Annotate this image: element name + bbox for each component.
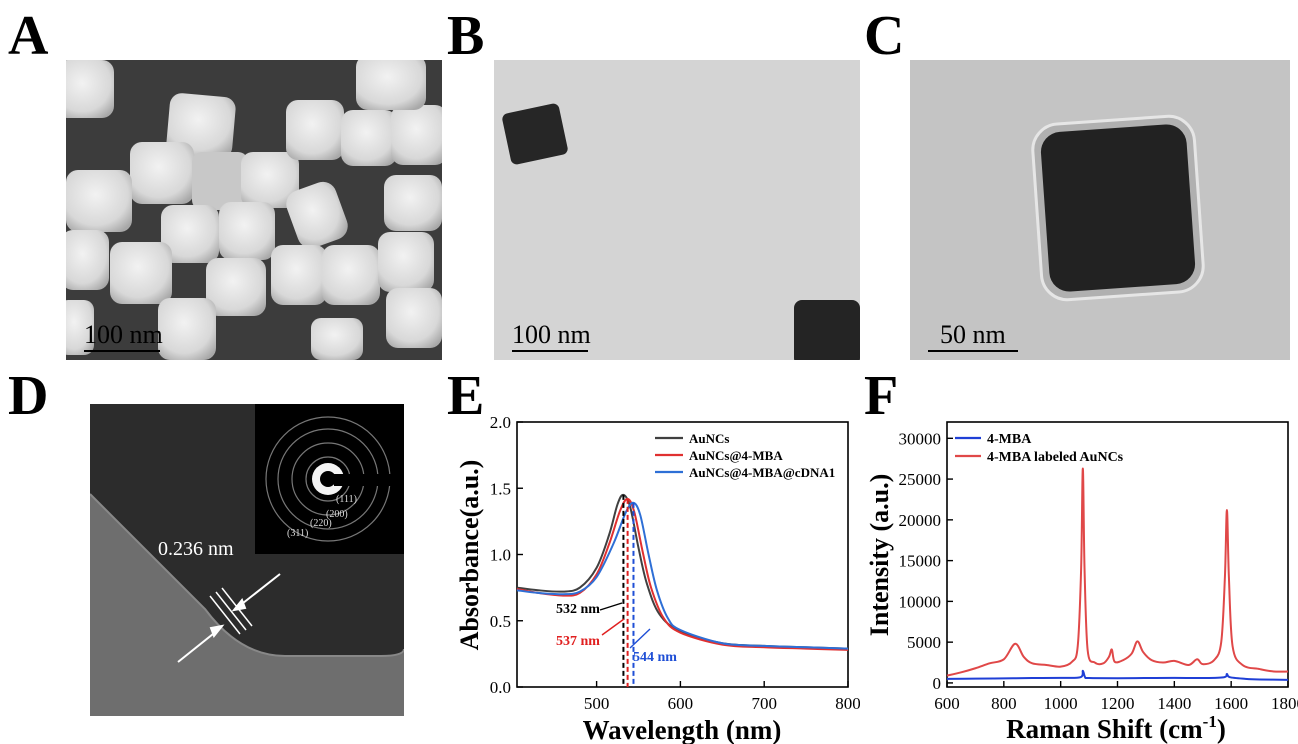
x-tick-label-e: 600 [668,694,694,713]
panel-letter-e: E [447,365,485,427]
x-tick-label-f: 800 [991,694,1017,713]
legend-label-e-2: AuNCs@4-MBA@cDNA1 [689,465,835,480]
x-tick-label-e: 500 [584,694,610,713]
y-tick-label-f: 10000 [899,592,942,611]
series-line-e-0 [516,493,849,650]
uv-vis-chart: 500 600 700 800 0.0 0.5 1.0 1.5 2.0 532 nm 537 nm… [455,413,860,744]
tem-low-mag-picture [494,60,860,360]
y-axis-label-f: Intensity (a.u.) [866,474,894,637]
peak-arrow-537 [601,618,625,636]
x-axis-label-f: Raman Shift (cm-1) [1006,712,1226,744]
panel-letter-d: D [8,365,49,427]
lattice-spacing-label: 0.236 nm [158,538,234,560]
sem-image-a [66,60,442,360]
x-tick-label-f: 1400 [1157,694,1191,713]
series-line-e-1 [516,497,849,651]
scale-bar-label-b: 100 nm [512,320,591,349]
hrtem-picture [90,404,404,716]
scale-bar-b [512,350,588,352]
scale-bar-c [928,350,1018,352]
y-tick-label-f: 20000 [899,511,942,530]
x-tick-label-e: 800 [835,694,860,713]
y-tick-label-e: 1.5 [490,479,511,498]
y-tick-label-f: 25000 [899,470,942,489]
peak-label-537: 537 nm [556,634,600,649]
saed-ring-200: (200) [326,509,348,520]
y-tick-label-e: 0.0 [490,678,511,697]
y-tick-label-f: 15000 [899,552,942,571]
panel-letter-a: A [8,5,49,67]
saed-ring-220: (220) [310,518,332,529]
sem-nanocubes-picture [66,60,442,360]
tem-image-b [494,60,860,360]
tem-image-c [910,60,1290,360]
y-tick-label-f: 30000 [899,429,942,448]
scale-bar-label-a: 100 nm [84,320,163,349]
y-axis-label-e: Absorbance(a.u.) [455,460,484,651]
series-line-e-2 [516,501,849,650]
scale-bar-a [84,350,160,352]
legend-label-e-0: AuNCs [689,431,729,446]
x-tick-label-f: 600 [934,694,960,713]
x-axis-label-e: Wavelength (nm) [583,715,782,744]
x-tick-label-f: 1200 [1101,694,1135,713]
legend-label-f-0: 4-MBA [987,432,1032,447]
peak-arrow-532 [599,602,623,611]
y-tick-label-e: 1.0 [490,546,511,565]
peak-label-532: 532 nm [556,602,600,617]
y-tick-label-f: 5000 [907,633,941,652]
y-tick-label-e: 2.0 [490,413,511,432]
legend-label-e-1: AuNCs@4-MBA [689,448,783,463]
x-tick-label-f: 1000 [1044,694,1078,713]
scale-bar-label-c: 50 nm [940,320,1006,349]
series-line-f-1 [946,467,1289,677]
y-tick-label-e: 0.5 [490,612,511,631]
peak-label-544: 544 nm [633,650,677,665]
panel-letter-b: B [447,5,485,67]
tem-single-cube-picture [910,60,1290,360]
peak-arrow-544 [629,628,651,649]
saed-ring-111: (111) [336,494,357,505]
saed-ring-311: (311) [287,528,309,539]
hrtem-image-d [90,404,404,716]
x-tick-label-e: 700 [751,694,777,713]
y-tick-label-f: 0 [933,674,942,693]
panel-letter-c: C [864,5,905,67]
legend-label-f-1: 4-MBA labeled AuNCs [987,450,1124,465]
series-line-f-0 [946,669,1289,681]
x-tick-label-f: 1600 [1214,694,1248,713]
panel-letter-f: F [864,365,899,427]
